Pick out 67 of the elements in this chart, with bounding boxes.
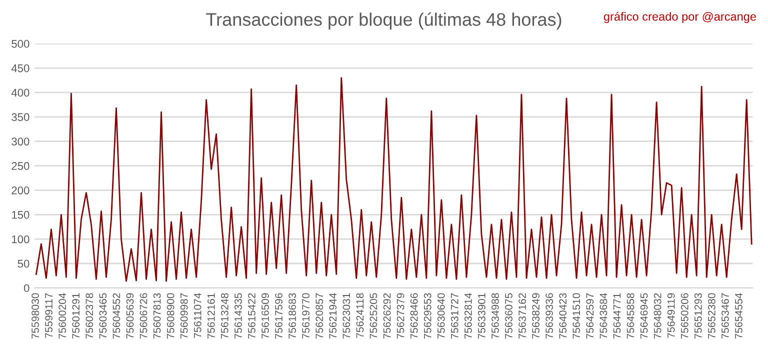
- x-tick-label: 75640423: [559, 293, 567, 339]
- x-tick-label: 75616509: [262, 293, 269, 339]
- x-tick-label: 75634988: [492, 293, 499, 339]
- x-tick-label: 75599117: [45, 293, 52, 338]
- x-tick-label: 75650206: [680, 293, 688, 339]
- x-tick-label: 75614335: [234, 293, 242, 339]
- x-tick-label: 75602378: [86, 293, 94, 339]
- x-tick-label: 75643684: [600, 293, 608, 339]
- x-tick-label: 75623031: [342, 293, 350, 339]
- y-tick-label: 150: [12, 210, 30, 219]
- x-tick-label: 75617596: [275, 293, 282, 339]
- x-tick-label: 75627379: [396, 293, 404, 339]
- x-tick-label: 75639336: [546, 293, 554, 339]
- x-tick-label: 75613248: [220, 293, 228, 339]
- x-tick-label: 75649119: [667, 293, 675, 338]
- x-tick-label: 75645858: [626, 293, 634, 339]
- x-tick-label: 75628466: [410, 293, 418, 339]
- x-tick-label: 75611074: [194, 293, 202, 338]
- x-tick-label: 75609987: [180, 293, 188, 339]
- x-tick-label: 75600204: [58, 293, 66, 339]
- y-tick-label: 200: [12, 186, 30, 194]
- line-series: [35, 77, 752, 282]
- x-tick-label: 75615422: [248, 293, 256, 339]
- x-tick-label: 75626292: [383, 293, 391, 339]
- x-tick-label: 75632814: [464, 293, 472, 339]
- text: gráfico creado por @arcange: [604, 12, 756, 24]
- y-tick-label: 350: [12, 113, 30, 122]
- y-tick-label: 450: [11, 64, 30, 72]
- y-tick-label: 0: [24, 284, 30, 292]
- y-tick-label: 300: [12, 138, 30, 146]
- y-tick-label: 400: [11, 88, 30, 97]
- x-tick-label: 75633901: [478, 293, 486, 339]
- x-tick-label: 75637162: [518, 293, 526, 339]
- x-tick-label: 75625205: [370, 293, 378, 339]
- x-tick-label: 75630640: [437, 293, 445, 339]
- x-tick-label: 75629553: [424, 293, 432, 339]
- x-tick-label: 75624118: [356, 293, 364, 338]
- x-tick-label: 75636075: [505, 293, 512, 339]
- x-tick-label: 75631727: [450, 293, 458, 339]
- x-tick-label: 75619770: [302, 293, 310, 339]
- y-tick-label: 50: [18, 260, 30, 268]
- x-tick-label: 75641510: [572, 293, 580, 339]
- x-tick-label: 75638249: [532, 293, 540, 339]
- x-tick-label: 75608900: [166, 293, 174, 339]
- x-tick-label: 75644771: [613, 293, 621, 339]
- x-tick-label: 75642597: [586, 293, 594, 339]
- y-tick-label: 100: [12, 235, 30, 244]
- x-tick-label: 75621944: [329, 293, 337, 339]
- x-tick-label: 75654554: [735, 293, 742, 339]
- x-tick-label: 75603465: [99, 293, 107, 339]
- x-tick-label: 75607813: [153, 293, 161, 339]
- x-tick-label: 75605639: [126, 293, 134, 339]
- x-tick-label: 75653467: [722, 293, 729, 339]
- x-tick-label: 75652380: [708, 293, 716, 339]
- x-tick-label: 75612161: [207, 293, 215, 339]
- x-tick-label: 75604552: [112, 293, 120, 339]
- y-tick-label: 250: [12, 162, 30, 170]
- chart-title: Transacciones por bloque (últimas 48 horas): [206, 12, 562, 30]
- x-tick-label: 75606726: [140, 293, 148, 339]
- y-tick-label: 500: [12, 40, 30, 48]
- x-tick-label: 75618683: [288, 293, 296, 339]
- x-tick-label: 75646945: [640, 293, 648, 339]
- x-tick-label: 75620857: [316, 293, 324, 339]
- x-tick-label: 75648032: [654, 293, 662, 339]
- x-tick-label: 75651293: [694, 293, 702, 339]
- x-tick-label: 75598030: [32, 293, 39, 339]
- x-tick-label: 75601291: [72, 293, 80, 339]
